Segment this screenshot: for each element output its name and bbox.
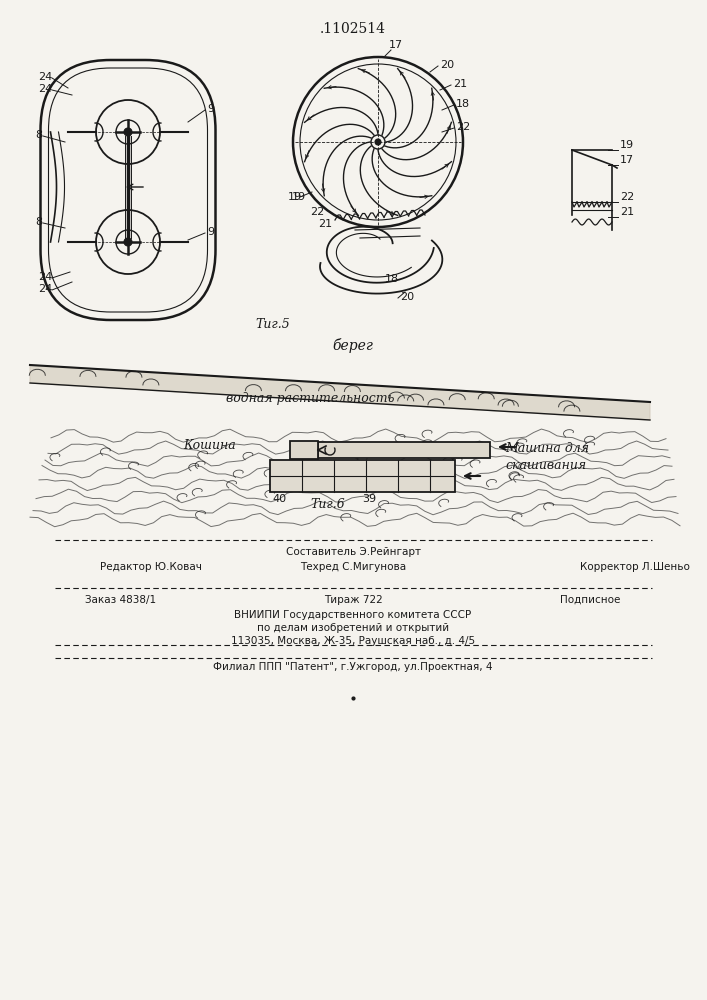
Circle shape	[375, 139, 381, 145]
Text: Τиг.5: Τиг.5	[255, 318, 290, 331]
Text: Филиал ППП "Патент", г.Ужгород, ул.Проектная, 4: Филиал ППП "Патент", г.Ужгород, ул.Проек…	[214, 662, 493, 672]
Text: 9: 9	[207, 104, 214, 114]
Text: 22: 22	[620, 192, 634, 202]
Text: 8: 8	[35, 217, 42, 227]
Text: Заказ 4838/1: Заказ 4838/1	[85, 595, 156, 605]
Text: Корректор Л.Шеньо: Корректор Л.Шеньо	[580, 562, 690, 572]
Text: 40: 40	[272, 494, 286, 504]
Text: ВНИИПИ Государственного комитета СССР: ВНИИПИ Государственного комитета СССР	[235, 610, 472, 620]
Text: 19: 19	[288, 192, 302, 202]
Text: 22: 22	[456, 122, 470, 132]
Text: 18: 18	[456, 99, 470, 109]
Text: 19: 19	[620, 140, 634, 150]
Text: 9: 9	[207, 227, 214, 237]
Text: водная растительность: водная растительность	[226, 392, 395, 405]
Text: 24: 24	[38, 284, 52, 294]
Text: 21: 21	[453, 79, 467, 89]
Text: .1102514: .1102514	[320, 22, 386, 36]
Circle shape	[124, 238, 132, 246]
Text: Редактор Ю.Ковач: Редактор Ю.Ковач	[100, 562, 202, 572]
Text: по делам изобретений и открытий: по делам изобретений и открытий	[257, 623, 449, 633]
Text: 21: 21	[620, 207, 634, 217]
Text: 22: 22	[310, 207, 325, 217]
Text: Машина для
скашивания: Машина для скашивания	[505, 442, 589, 472]
Text: 24: 24	[38, 84, 52, 94]
Text: 18: 18	[385, 274, 399, 284]
Text: Тираж 722: Тираж 722	[324, 595, 382, 605]
Text: Кошина: Кошина	[184, 439, 236, 452]
Text: 24: 24	[38, 272, 52, 282]
Bar	[270, 460, 455, 492]
Polygon shape	[30, 365, 650, 420]
Text: берег: берег	[332, 338, 373, 353]
Text: Составитель Э.Рейнгарт: Составитель Э.Рейнгарт	[286, 547, 421, 557]
Text: Τиг.6: Τиг.6	[310, 498, 345, 511]
Text: 113035, Москва, Ж-35, Раушская наб., д. 4/5: 113035, Москва, Ж-35, Раушская наб., д. …	[231, 636, 475, 646]
Bar	[318, 442, 490, 458]
Text: 20: 20	[400, 292, 414, 302]
Text: Подписное: Подписное	[560, 595, 620, 605]
Text: 20: 20	[440, 60, 454, 70]
Text: 24: 24	[38, 72, 52, 82]
Text: 17: 17	[389, 40, 403, 50]
Bar	[290, 441, 318, 459]
Text: 17: 17	[620, 155, 634, 165]
Text: 19: 19	[292, 192, 306, 202]
Text: Техред С.Мигунова: Техред С.Мигунова	[300, 562, 406, 572]
Text: 39: 39	[362, 494, 376, 504]
Text: 8: 8	[35, 130, 42, 140]
Text: 21: 21	[318, 219, 332, 229]
Circle shape	[124, 128, 132, 136]
